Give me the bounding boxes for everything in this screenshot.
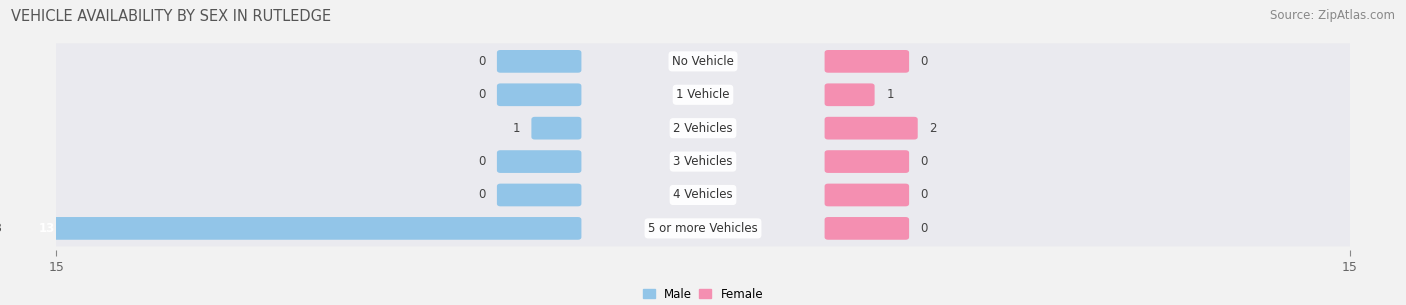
Text: 0: 0 [478,188,485,202]
FancyBboxPatch shape [14,217,582,240]
Legend: Male, Female: Male, Female [641,285,765,303]
FancyBboxPatch shape [496,83,582,106]
Text: 0: 0 [478,155,485,168]
Text: 2 Vehicles: 2 Vehicles [673,122,733,135]
Text: 13: 13 [0,222,3,235]
Text: 0: 0 [921,55,928,68]
Text: 1 Vehicle: 1 Vehicle [676,88,730,101]
Text: 13: 13 [39,222,55,235]
FancyBboxPatch shape [496,184,582,206]
Text: 1: 1 [512,122,520,135]
Text: Source: ZipAtlas.com: Source: ZipAtlas.com [1270,9,1395,22]
Text: 1: 1 [886,88,894,101]
FancyBboxPatch shape [531,117,582,139]
Text: 2: 2 [929,122,936,135]
FancyBboxPatch shape [37,110,1369,146]
FancyBboxPatch shape [824,50,910,73]
Text: 0: 0 [921,188,928,202]
FancyBboxPatch shape [37,177,1369,213]
Text: 0: 0 [478,55,485,68]
FancyBboxPatch shape [37,77,1369,113]
FancyBboxPatch shape [824,83,875,106]
Text: 0: 0 [921,155,928,168]
Text: 0: 0 [478,88,485,101]
FancyBboxPatch shape [496,50,582,73]
Text: 4 Vehicles: 4 Vehicles [673,188,733,202]
FancyBboxPatch shape [37,43,1369,79]
FancyBboxPatch shape [824,184,910,206]
Text: VEHICLE AVAILABILITY BY SEX IN RUTLEDGE: VEHICLE AVAILABILITY BY SEX IN RUTLEDGE [11,9,332,24]
FancyBboxPatch shape [496,150,582,173]
FancyBboxPatch shape [824,117,918,139]
Text: 3 Vehicles: 3 Vehicles [673,155,733,168]
FancyBboxPatch shape [37,210,1369,246]
Text: 5 or more Vehicles: 5 or more Vehicles [648,222,758,235]
Text: No Vehicle: No Vehicle [672,55,734,68]
FancyBboxPatch shape [824,217,910,240]
Text: 0: 0 [921,222,928,235]
FancyBboxPatch shape [37,144,1369,180]
FancyBboxPatch shape [824,150,910,173]
